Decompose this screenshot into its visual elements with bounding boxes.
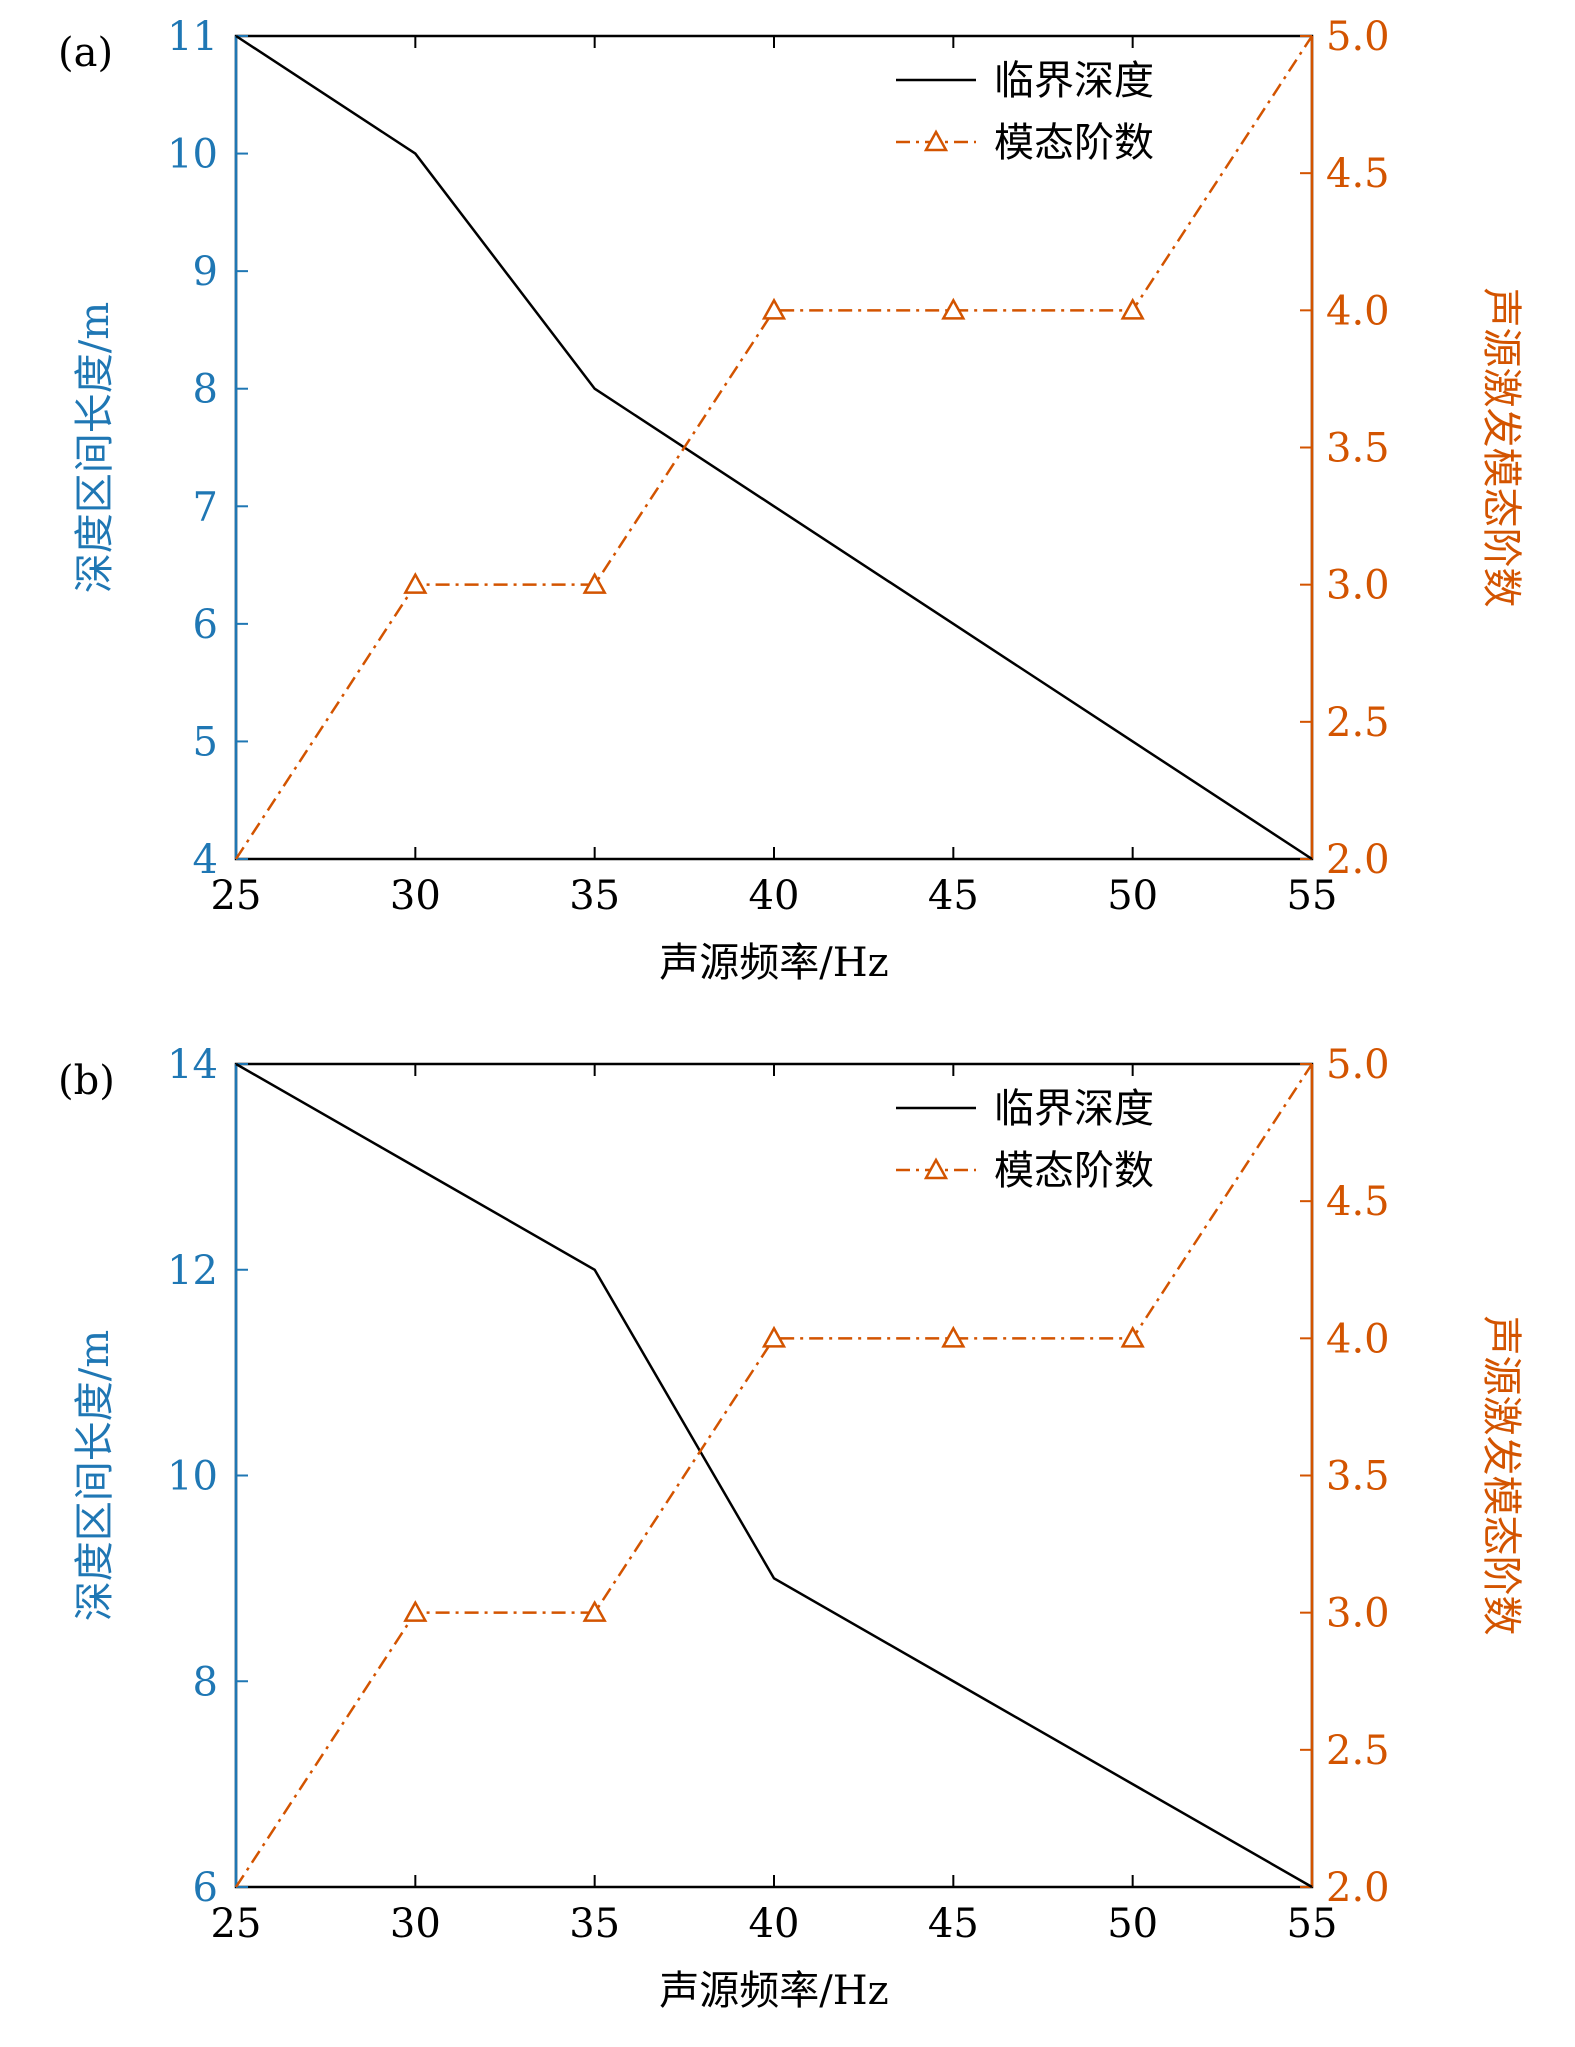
chart-panel-a: (a)25 30 35 40 45 50 55声源频率/Hz4567891011深度区间长度… [58, 14, 1524, 986]
legend-label-critical-depth: 临界深度 [994, 58, 1154, 104]
y-left-tick-label: 10 [167, 1454, 218, 1500]
x-tick-label: 25 [211, 1901, 262, 1947]
legend-marker-mode-order [923, 1157, 949, 1180]
x-tick-label: 45 [928, 873, 979, 919]
y-left-tick-label: 4 [193, 837, 218, 883]
y-right-tick-label: 2.0 [1326, 1865, 1390, 1911]
series-line-critical-depth [235, 34, 1313, 861]
x-tick-label: 30 [390, 1901, 441, 1947]
x-axis-title: 声源频率/Hz [659, 940, 888, 986]
mode-order-point [403, 1600, 428, 1622]
y-left-axis-title: 深度区间长度/m [72, 1330, 118, 1621]
y-right-tick-label: 4.0 [1326, 1316, 1390, 1362]
mode-order-point [582, 1600, 607, 1622]
y-left-tick-label: 6 [193, 1865, 218, 1911]
chart-panel-b: (b) 25 30 35 40 45 50 55 声源频率/Hz 6 8 10 12 14 深度区间长度/m… [58, 1042, 1524, 2014]
x-tick-label: 55 [1287, 873, 1338, 919]
legend-label-mode-order: 模态阶数 [994, 1148, 1154, 1194]
x-tick-label: 40 [749, 873, 800, 919]
y-left-tick-label: 6 [193, 602, 218, 648]
panel-label: (b) [58, 1058, 115, 1104]
legend-label-critical-depth: 临界深度 [994, 1086, 1154, 1132]
x-tick-label: 35 [569, 873, 620, 919]
y-right-tick-label: 2.0 [1326, 837, 1390, 883]
y-right-tick-label: 3.0 [1326, 1591, 1390, 1637]
y-left-tick-label: 5 [193, 719, 218, 765]
x-axis-title: 声源频率/Hz [659, 1968, 888, 2014]
y-left-axis-title: 深度区间长度/m [72, 302, 118, 593]
x-tick-label: 40 [749, 1901, 800, 1947]
y-right-tick-label: 2.5 [1326, 700, 1390, 746]
y-left-tick-label: 8 [193, 1659, 218, 1705]
mode-order-point [582, 572, 607, 594]
y-left-tick-label: 7 [193, 484, 218, 530]
x-tick-label: 45 [928, 1901, 979, 1947]
y-right-tick-label: 5.0 [1326, 14, 1390, 60]
y-left-tick-label: 12 [167, 1248, 218, 1294]
y-left-tick-label: 8 [193, 367, 218, 413]
mode-order-point [941, 1325, 966, 1348]
mode-order-point [761, 1325, 787, 1348]
x-tick-label: 35 [569, 1901, 620, 1947]
y-right-tick-label: 5.0 [1326, 1042, 1390, 1088]
series-line-critical-depth [235, 1062, 1313, 1889]
y-right-tick-label: 3.0 [1326, 563, 1390, 609]
y-right-axis-title: 声源激发模态阶数 [1478, 1316, 1524, 1636]
y-right-tick-label: 3.5 [1326, 426, 1390, 472]
mode-order-point [761, 297, 787, 320]
x-tick-label: 30 [390, 873, 441, 919]
y-right-axis-title: 声源激发模态阶数 [1478, 288, 1524, 608]
mode-order-point [1120, 1325, 1145, 1348]
mode-order-point [941, 297, 966, 320]
mode-order-point [1120, 297, 1145, 320]
y-right-tick-label: 3.5 [1326, 1454, 1390, 1500]
x-tick-label: 25 [211, 873, 262, 919]
panel-label: (a) [58, 30, 113, 76]
legend-label-mode-order: 模态阶数 [994, 120, 1154, 166]
x-tick-label: 50 [1107, 873, 1158, 919]
y-right-tick-label: 4.5 [1326, 151, 1390, 197]
y-right-tick-label: 2.5 [1326, 1728, 1390, 1774]
y-left-tick-label: 9 [193, 249, 218, 295]
y-right-tick-label: 4.0 [1326, 288, 1390, 334]
y-right-tick-label: 4.5 [1326, 1179, 1390, 1225]
mode-order-point [403, 572, 428, 594]
legend-marker-mode-order [923, 129, 949, 152]
y-left-tick-label: 10 [167, 132, 218, 178]
y-left-tick-label: 11 [167, 14, 218, 60]
y-left-tick-label: 14 [167, 1042, 218, 1088]
x-tick-label: 50 [1107, 1901, 1158, 1947]
x-tick-label: 55 [1287, 1901, 1338, 1947]
